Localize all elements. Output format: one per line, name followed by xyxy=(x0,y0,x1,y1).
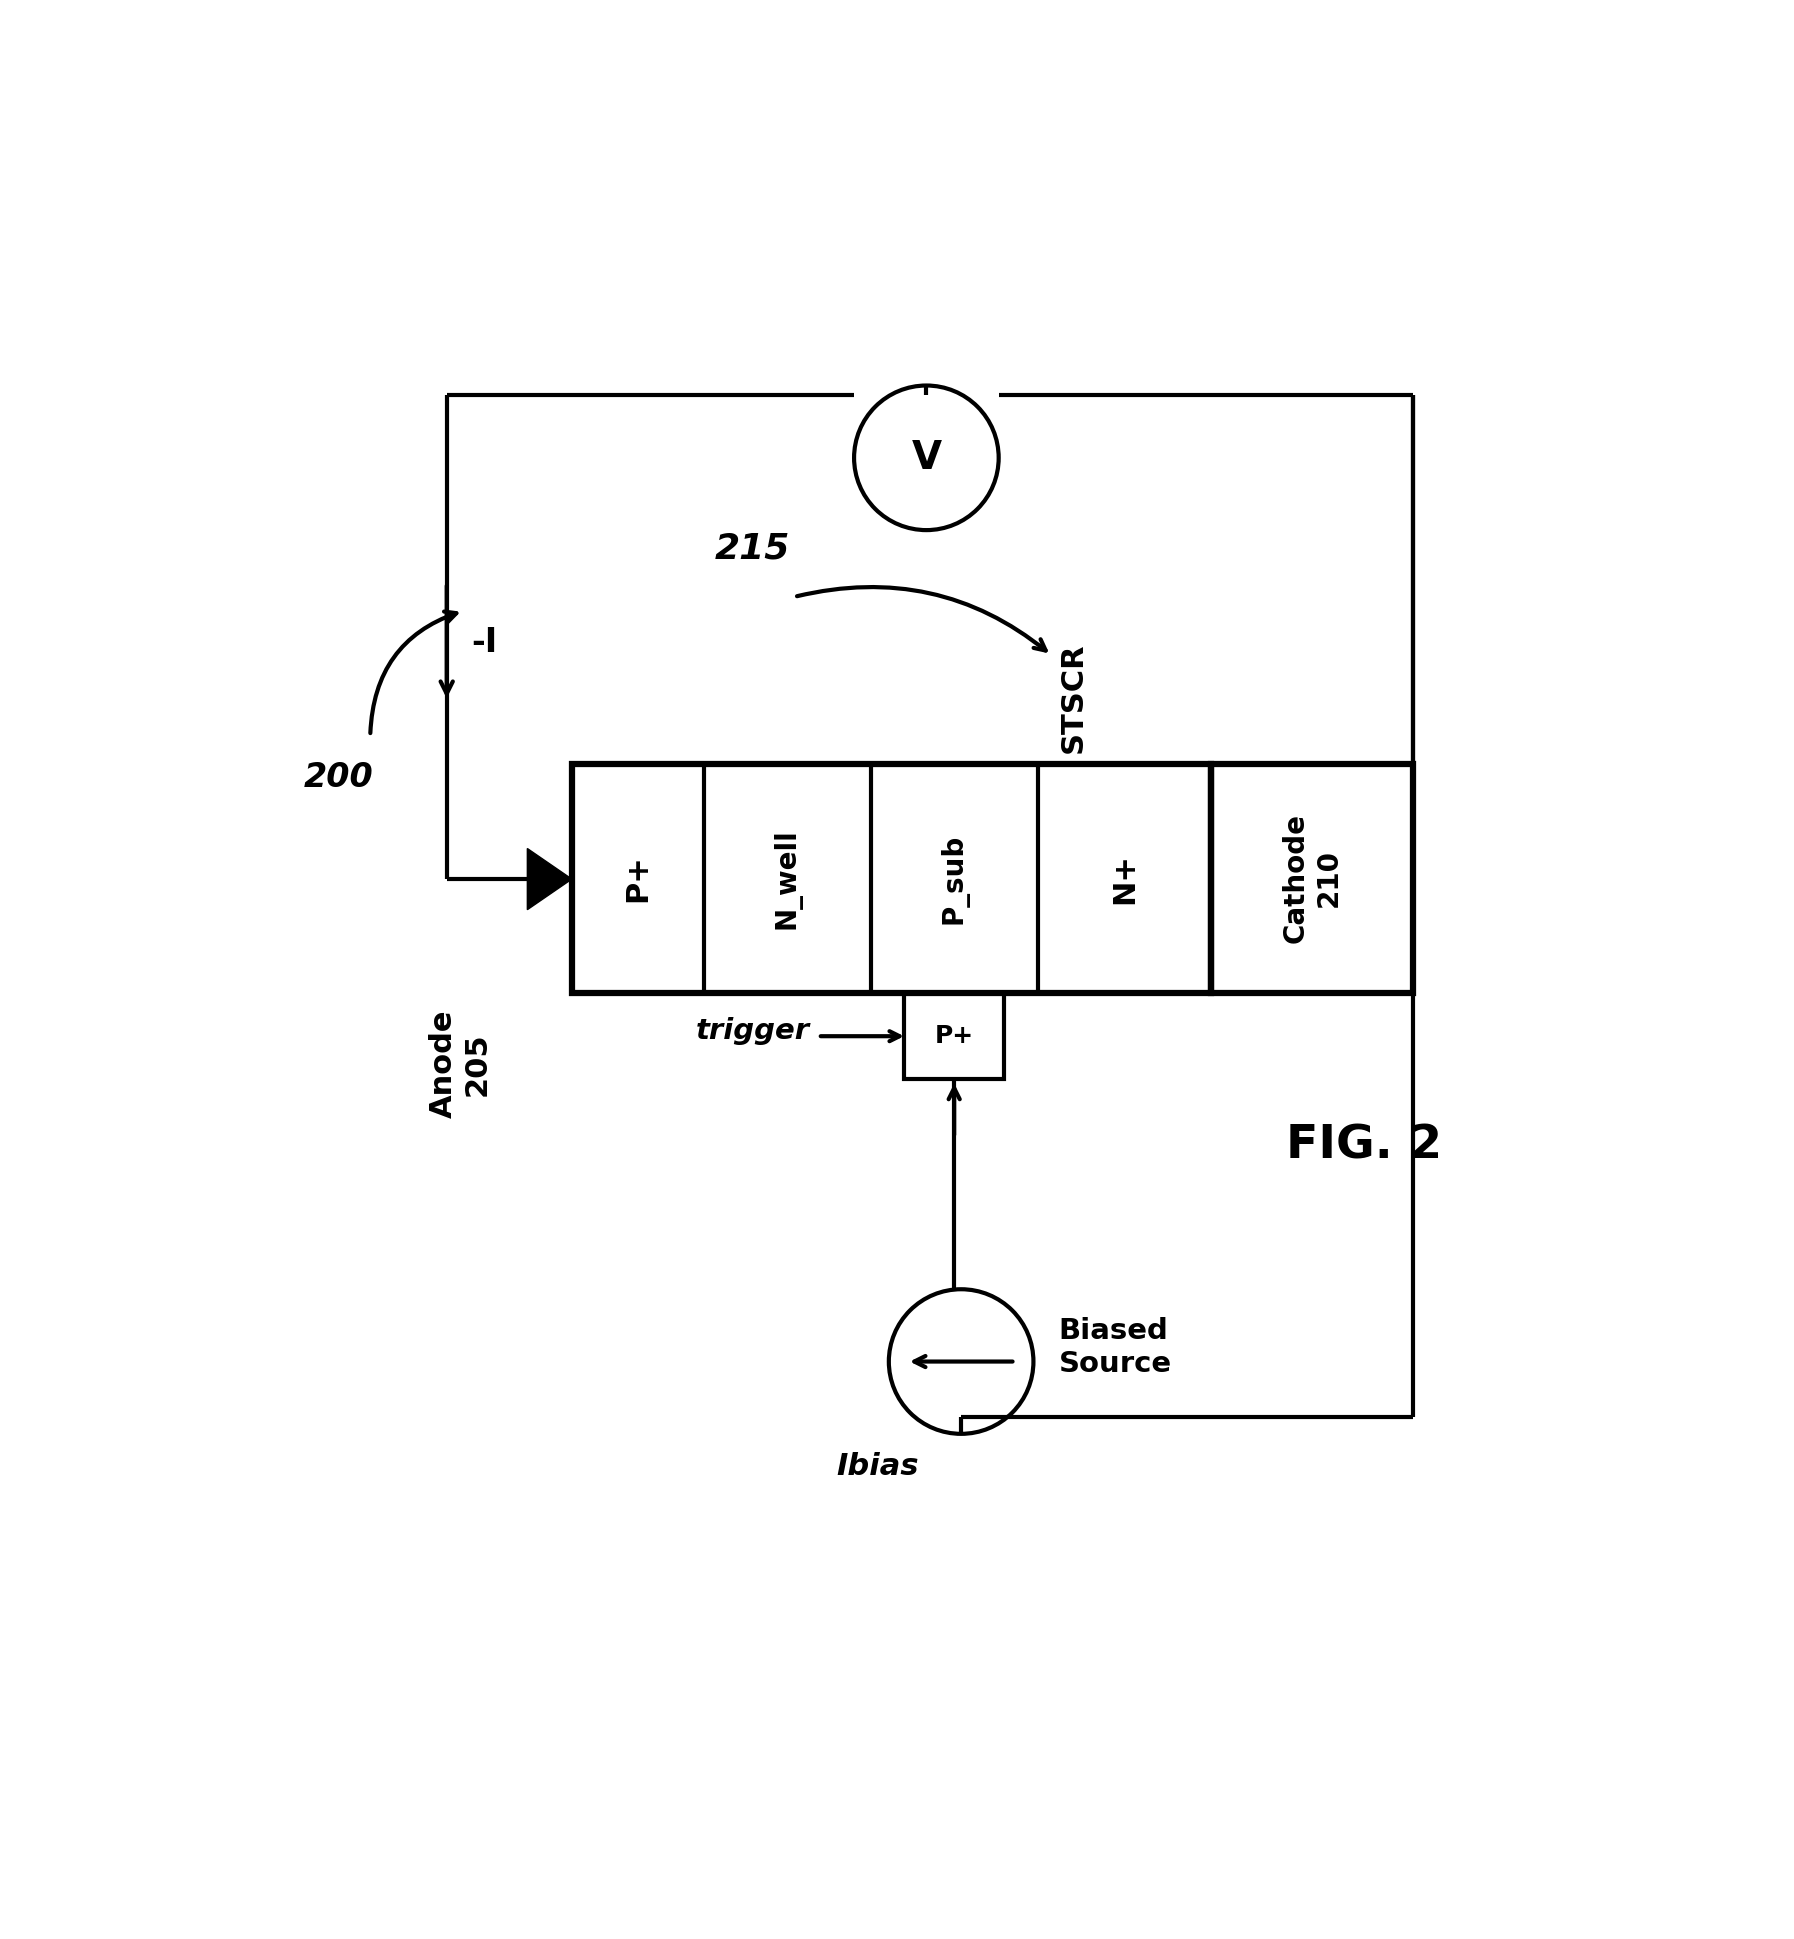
Text: 200: 200 xyxy=(303,762,373,795)
Text: Biased
Source: Biased Source xyxy=(1058,1317,1171,1379)
Text: FIG. 2: FIG. 2 xyxy=(1286,1123,1442,1169)
Text: STSCR: STSCR xyxy=(1058,642,1087,752)
Text: Anode
205: Anode 205 xyxy=(429,1010,492,1119)
Polygon shape xyxy=(527,849,572,909)
Text: V: V xyxy=(911,438,942,477)
Text: 215: 215 xyxy=(714,531,791,564)
Text: P+: P+ xyxy=(623,855,653,902)
Text: P_sub: P_sub xyxy=(940,834,969,923)
Text: Cathode
210: Cathode 210 xyxy=(1283,812,1342,944)
Text: N_well: N_well xyxy=(773,828,802,929)
Bar xyxy=(904,993,1005,1080)
Bar xyxy=(572,764,1211,993)
Text: -I: -I xyxy=(472,626,499,659)
Text: P+: P+ xyxy=(935,1024,974,1049)
Text: trigger: trigger xyxy=(696,1016,809,1045)
Bar xyxy=(1211,764,1414,993)
Text: N+: N+ xyxy=(1110,853,1139,904)
Text: Ibias: Ibias xyxy=(836,1452,919,1481)
